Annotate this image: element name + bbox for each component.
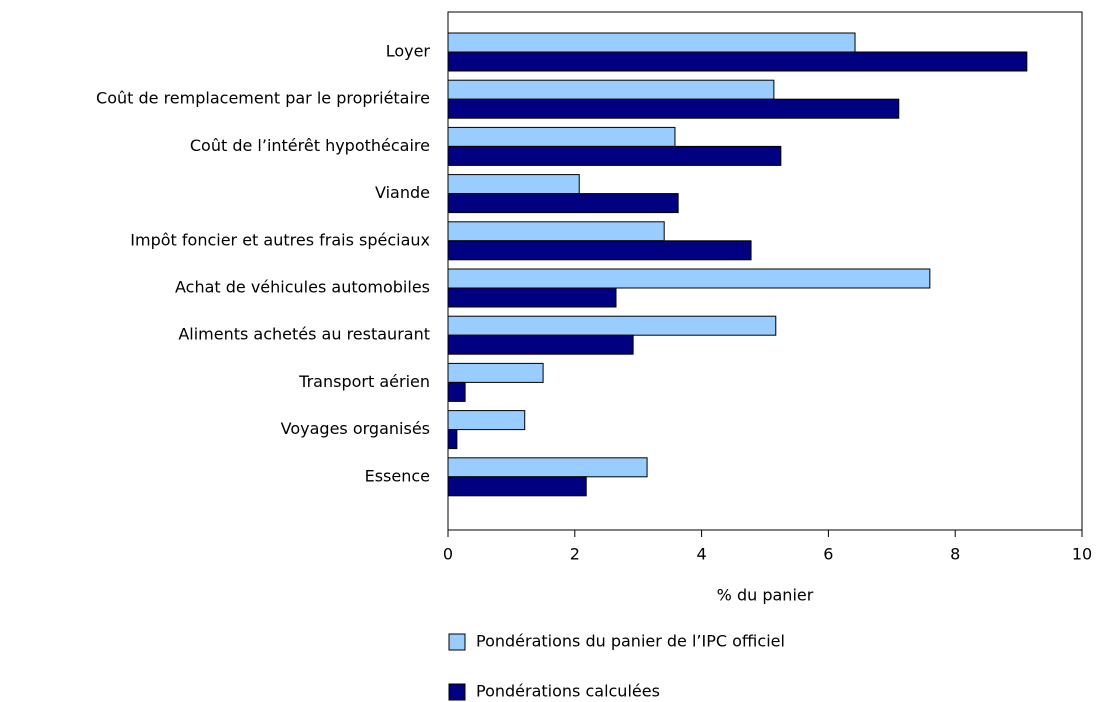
y-tick-label: Coût de remplacement par le propriétaire — [96, 89, 430, 108]
y-tick-label: Impôt foncier et autres frais spéciaux — [130, 230, 430, 249]
bar — [447, 51, 1028, 72]
x-tick-label: 0 — [443, 545, 453, 564]
y-tick-label: Transport aérien — [298, 372, 430, 391]
y-tick-label: Loyer — [386, 42, 431, 61]
bar — [447, 268, 931, 289]
bar — [447, 240, 752, 261]
bar — [447, 362, 544, 383]
bar — [447, 126, 676, 147]
bar — [447, 334, 634, 355]
y-tick-label: Essence — [365, 466, 430, 485]
x-tick-label: 2 — [570, 545, 580, 564]
legend-label: Pondérations du panier de l’IPC officiel — [476, 632, 785, 651]
bar — [447, 174, 580, 195]
x-tick-label: 8 — [950, 545, 960, 564]
y-tick-label: Achat de véhicules automobiles — [175, 278, 430, 297]
bar — [447, 221, 665, 242]
bar — [447, 381, 466, 402]
y-tick-label: Coût de l’intérêt hypothécaire — [190, 136, 430, 155]
bar — [447, 193, 679, 214]
x-tick-label: 10 — [1072, 545, 1092, 564]
bar — [447, 287, 617, 308]
bar — [447, 457, 648, 478]
bar — [447, 476, 587, 497]
y-tick-label: Aliments achetés au restaurant — [178, 325, 430, 344]
bar — [447, 32, 856, 53]
x-tick-label: 6 — [823, 545, 833, 564]
y-tick-label: Voyages organisés — [281, 419, 430, 438]
bar — [447, 315, 777, 336]
x-tick-label: 4 — [697, 545, 707, 564]
bar — [447, 145, 782, 166]
bar — [447, 410, 526, 431]
legend-swatch — [448, 683, 466, 701]
x-axis-label: % du panier — [717, 586, 814, 605]
plot-frame — [447, 11, 1083, 531]
y-tick-label: Viande — [375, 183, 430, 202]
bar — [447, 98, 900, 119]
legend-swatch — [448, 633, 466, 651]
bar — [447, 429, 458, 450]
legend-label: Pondérations calculées — [476, 682, 660, 701]
bar — [447, 79, 775, 100]
